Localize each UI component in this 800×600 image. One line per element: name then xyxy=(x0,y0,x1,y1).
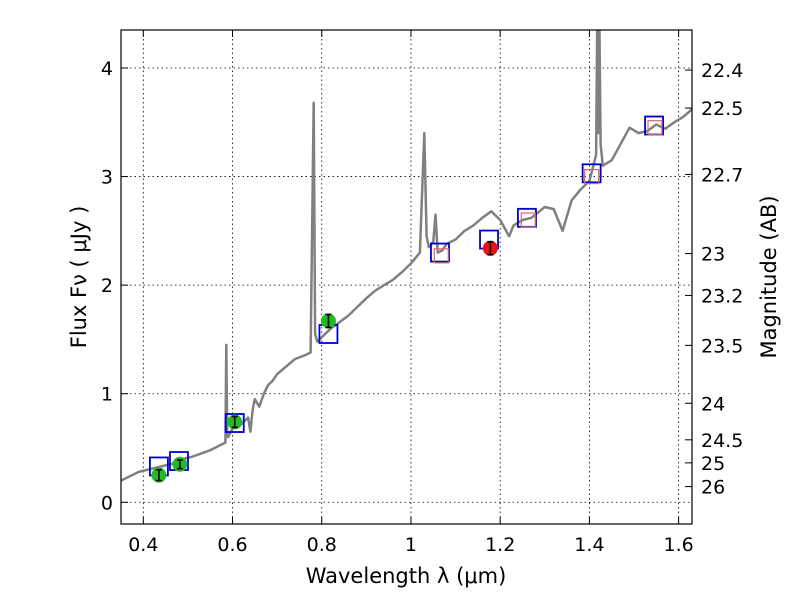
mag-tick-label: 24 xyxy=(701,393,725,415)
grid xyxy=(121,30,692,524)
model-square-marker xyxy=(430,242,450,263)
x-tick-label: 0.6 xyxy=(217,534,247,556)
mag-tick-label: 23 xyxy=(701,244,725,266)
plot-frame xyxy=(120,29,693,525)
y-tick-label: 0 xyxy=(101,492,113,514)
x-tick-label: 1.6 xyxy=(664,534,694,556)
mag-tick-label: 22.4 xyxy=(701,60,743,82)
spectrum-line xyxy=(121,30,692,482)
mag-tick-label: 22.7 xyxy=(701,164,743,186)
data-series xyxy=(121,30,692,483)
mag-tick-label: 24.5 xyxy=(701,430,743,452)
x-tick-label: 1.2 xyxy=(485,534,515,556)
mag-tick-label: 26 xyxy=(701,477,725,499)
observed-square-marker xyxy=(520,212,536,228)
model-square-marker xyxy=(581,163,602,184)
mag-tick-label: 22.5 xyxy=(701,98,743,120)
x-tick-label: 0.4 xyxy=(128,534,158,556)
y-tick-label: 2 xyxy=(101,275,113,297)
observed-square-marker xyxy=(647,120,663,136)
observed-square-marker xyxy=(433,248,449,264)
x-tick-label: 1 xyxy=(405,534,417,556)
y-tick-label: 3 xyxy=(101,167,113,189)
mag-tick-label: 23.5 xyxy=(701,335,743,357)
mag-tick-label: 23.2 xyxy=(701,285,743,307)
y-tick-label: 4 xyxy=(101,58,113,80)
y-axis-right-title: Magnitude (AB) xyxy=(757,195,781,358)
y-tick-label: 1 xyxy=(101,384,113,406)
mag-tick-label: 25 xyxy=(701,453,725,475)
observed-square-marker xyxy=(584,168,600,185)
axis-ticks xyxy=(121,30,692,524)
x-tick-label: 1.4 xyxy=(574,534,604,556)
model-square-marker xyxy=(224,413,245,433)
y-axis-title: Flux Fν ( μJy ) xyxy=(67,206,91,349)
x-axis-title: Wavelength λ (μm) xyxy=(306,564,507,588)
x-tick-label: 0.8 xyxy=(307,534,337,556)
